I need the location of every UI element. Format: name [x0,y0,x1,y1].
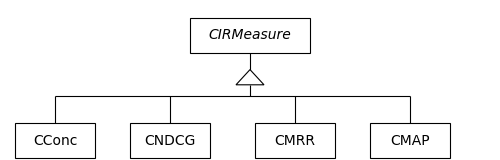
Text: CNDCG: CNDCG [144,134,196,148]
FancyBboxPatch shape [130,123,210,158]
FancyBboxPatch shape [255,123,335,158]
FancyBboxPatch shape [190,18,310,53]
Text: CConc: CConc [33,134,77,148]
Text: CMRR: CMRR [274,134,316,148]
FancyBboxPatch shape [370,123,450,158]
Polygon shape [236,70,264,85]
Text: CIRMeasure: CIRMeasure [208,28,292,42]
Text: CMAP: CMAP [390,134,430,148]
FancyBboxPatch shape [15,123,95,158]
